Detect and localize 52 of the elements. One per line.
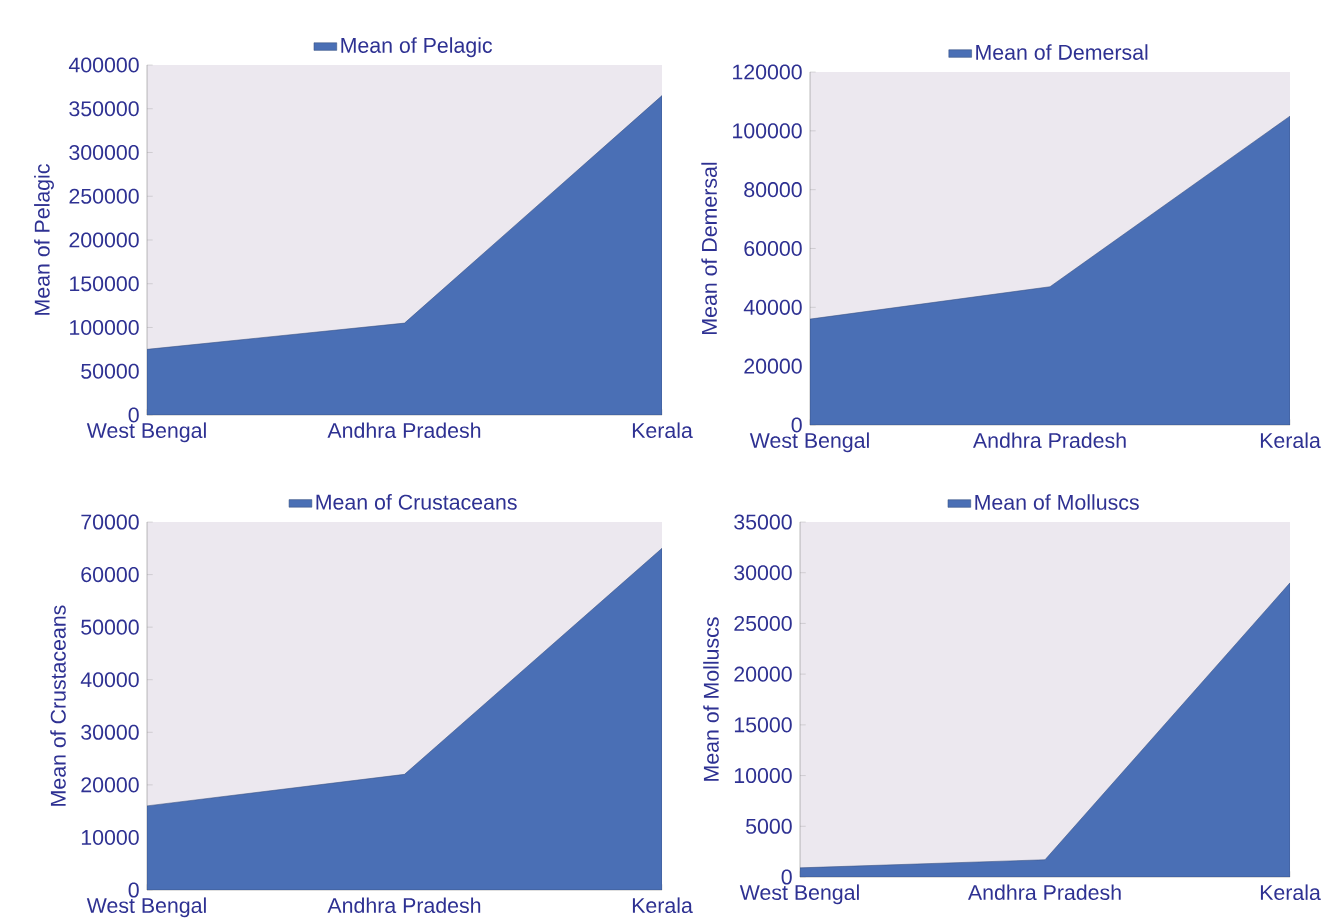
y-tick-label: 0 <box>128 882 139 898</box>
y-tick-label: 70000 <box>81 514 139 530</box>
y-tick-label: 60000 <box>81 567 139 583</box>
legend-label: Mean of Demersal <box>976 44 1148 60</box>
y-tick-label: 40000 <box>80 672 139 688</box>
x-tick-label: Kerala <box>632 422 693 439</box>
y-axis-title: Mean of Demersal <box>701 162 717 334</box>
y-tick-label: 15000 <box>734 717 792 733</box>
y-tick-label: 250000 <box>69 188 139 204</box>
x-tick-label: Andhra Pradesh <box>327 897 481 914</box>
y-tick-label: 50000 <box>81 363 139 379</box>
y-tick-label: 5000 <box>746 818 792 834</box>
x-tick-label: Kerala <box>1260 432 1321 449</box>
y-tick-label: 120000 <box>733 64 802 80</box>
y-tick-label: 20000 <box>744 358 802 374</box>
y-tick-label: 150000 <box>70 276 139 292</box>
x-tick-label: Kerala <box>1260 884 1321 901</box>
y-tick-label: 25000 <box>734 615 792 631</box>
y-tick-label: 35000 <box>734 514 792 530</box>
x-tick-label: Andhra Pradesh <box>327 422 481 439</box>
x-tick-label: West Bengal <box>86 422 206 443</box>
y-tick-label: 350000 <box>69 101 139 117</box>
y-tick-label: 20000 <box>734 666 792 682</box>
y-tick-label: 100000 <box>70 319 139 336</box>
y-tick-label: 30000 <box>81 724 139 740</box>
x-tick-label: West Bengal <box>749 432 869 453</box>
y-tick-label: 10000 <box>734 768 792 784</box>
y-tick-label: 60000 <box>744 240 802 257</box>
x-tick-label: West Bengal <box>739 884 859 905</box>
y-axis-title: Mean of Crustaceans <box>50 605 66 806</box>
y-tick-label: 100000 <box>733 123 802 139</box>
y-tick-label: 400000 <box>68 57 139 73</box>
y-tick-label: 20000 <box>81 777 139 793</box>
y-axis-title: Mean of Molluscs <box>703 617 719 781</box>
y-tick-label: 0 <box>791 417 802 433</box>
legend-label: Mean of Molluscs <box>975 494 1139 510</box>
x-tick-label: Andhra Pradesh <box>972 432 1126 449</box>
x-tick-label: Kerala <box>632 897 693 914</box>
y-tick-label: 10000 <box>81 829 139 845</box>
y-tick-label: 40000 <box>743 299 802 315</box>
y-tick-label: 0 <box>781 869 792 885</box>
y-tick-label: 300000 <box>69 144 139 161</box>
y-axis-title: Mean of Pelagic <box>34 164 54 315</box>
y-tick-label: 80000 <box>744 182 802 198</box>
y-tick-label: 200000 <box>69 232 139 248</box>
y-tick-label: 0 <box>128 407 139 423</box>
y-tick-label: 30000 <box>734 565 792 581</box>
legend-label: Mean of Crustaceans <box>316 494 517 510</box>
x-tick-label: West Bengal <box>86 897 206 918</box>
legend-label: Mean of Pelagic <box>341 37 493 58</box>
y-tick-label: 50000 <box>81 619 139 635</box>
x-tick-label: Andhra Pradesh <box>967 884 1121 901</box>
